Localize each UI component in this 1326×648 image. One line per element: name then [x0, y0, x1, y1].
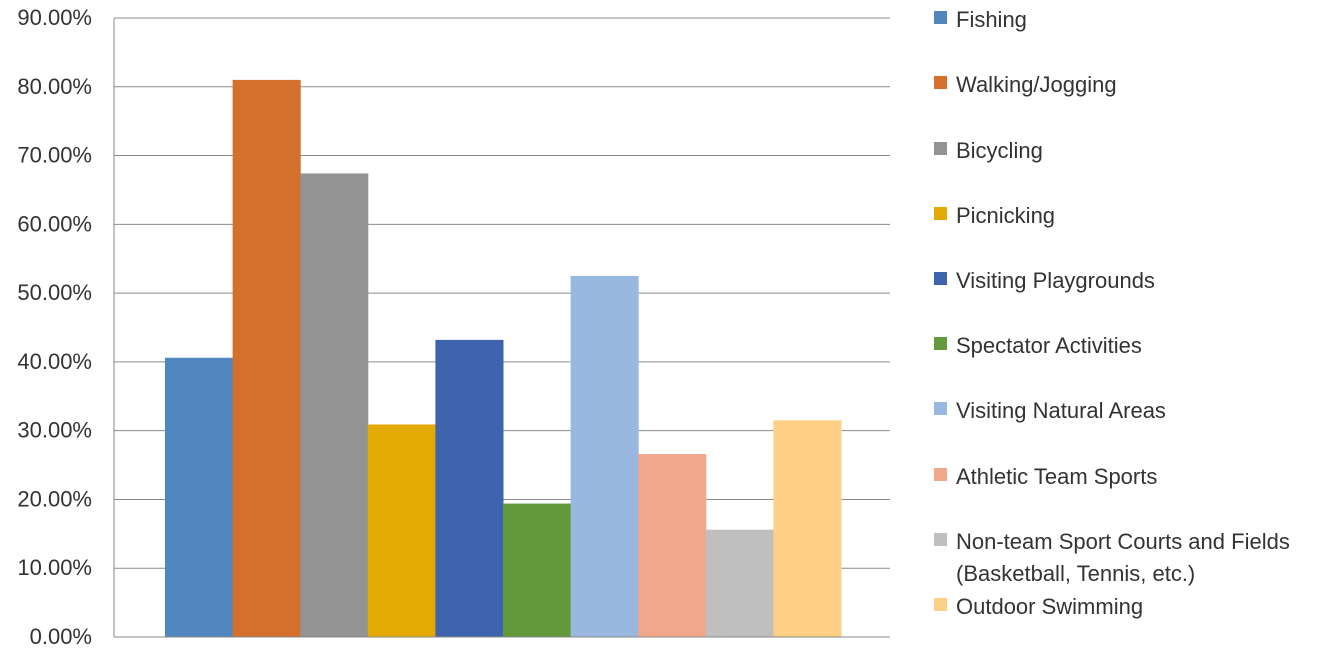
y-tick-label: 90.00%: [17, 5, 92, 30]
bars: [165, 79, 842, 637]
legend-swatch: [934, 76, 947, 89]
legend-item: Non-team Sport Courts and Fields (Basket…: [934, 526, 1290, 590]
y-tick-label: 60.00%: [17, 211, 92, 236]
legend-label: Athletic Team Sports: [956, 464, 1158, 489]
legend-label: Spectator Activities: [956, 333, 1142, 358]
bar-athletic-team-sports: [638, 454, 707, 637]
legend-item: Walking/Jogging: [934, 69, 1117, 101]
bar-walking-jogging: [232, 79, 301, 637]
legend-item: Visiting Natural Areas: [934, 395, 1166, 427]
legend-label: Bicycling: [956, 138, 1043, 163]
legend-label: Visiting Natural Areas: [956, 398, 1166, 423]
bar-visiting-natural-areas: [570, 275, 639, 637]
y-tick-label: 50.00%: [17, 280, 92, 305]
y-tick-label: 30.00%: [17, 418, 92, 443]
y-tick-label: 70.00%: [17, 143, 92, 168]
bar-chart: 0.00% 10.00% 20.00% 30.00% 40.00% 50.00% 60.00…: [17, 5, 890, 648]
legend-label: Walking/Jogging: [956, 72, 1117, 97]
legend-label: Non-team Sport Courts and Fields (Basket…: [956, 529, 1290, 586]
bar-visiting-playgrounds: [435, 339, 504, 637]
legend-item: Bicycling: [934, 135, 1043, 167]
legend-item: Spectator Activities: [934, 330, 1142, 362]
legend-label: Visiting Playgrounds: [956, 268, 1155, 293]
y-tick-label: 10.00%: [17, 555, 92, 580]
legend-swatch: [934, 337, 947, 350]
y-tick-label: 20.00%: [17, 486, 92, 511]
legend-swatch: [934, 598, 947, 611]
legend-swatch: [934, 272, 947, 285]
bar-bicycling: [300, 173, 369, 637]
legend-item: Athletic Team Sports: [934, 461, 1157, 493]
legend-item: Visiting Playgrounds: [934, 265, 1155, 297]
y-tick-label: 80.00%: [17, 74, 92, 99]
bar-fishing: [165, 357, 234, 637]
legend-swatch: [934, 11, 947, 24]
legend-swatch: [934, 468, 947, 481]
legend-label: Picnicking: [956, 203, 1056, 228]
y-tick-label: 40.00%: [17, 349, 92, 374]
legend-label: Fishing: [956, 7, 1027, 32]
legend-item: Fishing: [934, 4, 1027, 36]
legend-swatch: [934, 207, 947, 220]
legend-item: Outdoor Swimming: [934, 591, 1143, 623]
legend-label: Outdoor Swimming: [956, 594, 1144, 619]
legend-swatch: [934, 533, 947, 546]
bar-outdoor-swimming: [773, 420, 842, 637]
bar-picnicking: [367, 424, 436, 637]
bar-spectator-activities: [503, 503, 572, 637]
legend: Fishing Walking/Jogging Bicycling Picnickin…: [934, 0, 1326, 648]
y-tick-label: 0.00%: [30, 624, 92, 648]
y-axis-tick-labels: 0.00% 10.00% 20.00% 30.00% 40.00% 50.00% 60.00…: [17, 5, 92, 648]
legend-swatch: [934, 142, 947, 155]
legend-item: Picnicking: [934, 200, 1055, 232]
bar-non-team-sport-courts-and-fields: [705, 529, 774, 637]
legend-swatch: [934, 402, 947, 415]
